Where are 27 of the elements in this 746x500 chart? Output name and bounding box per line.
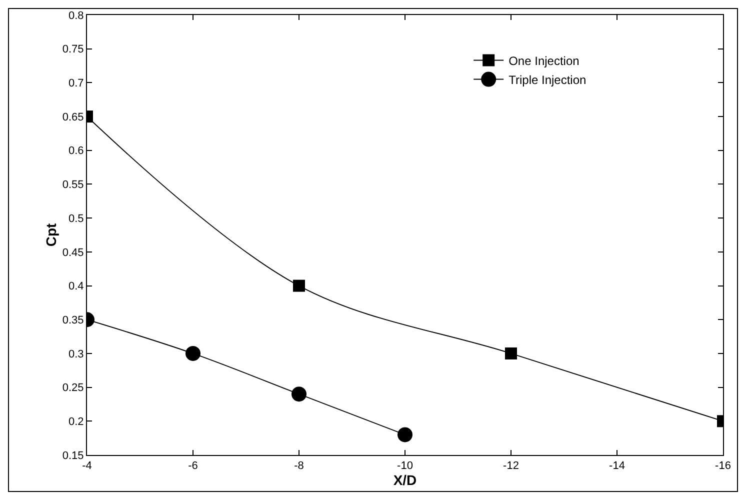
y-tick-label: 0.55 bbox=[62, 179, 84, 192]
y-tick-label: 0.15 bbox=[62, 450, 84, 462]
y-tick-label: 0.8 bbox=[68, 10, 84, 22]
x-tick-label: -8 bbox=[294, 460, 304, 472]
y-tick-label: 0.3 bbox=[68, 348, 84, 360]
y-tick-label: 0.35 bbox=[62, 314, 84, 326]
legend-label: Triple Injection bbox=[508, 72, 586, 87]
y-axis-title: Cpt bbox=[42, 223, 59, 247]
y-tick-label: 0.5 bbox=[68, 212, 84, 225]
y-tick-label: 0.25 bbox=[62, 382, 84, 394]
point bbox=[398, 427, 412, 442]
x-tick-label: -12 bbox=[503, 460, 519, 472]
x-axis-title: X/D bbox=[393, 472, 417, 488]
y-tick-label: 0.2 bbox=[68, 416, 84, 428]
y-tick-label: 0.7 bbox=[68, 78, 84, 90]
x-tick-label: -16 bbox=[715, 460, 731, 472]
point bbox=[292, 386, 306, 402]
y-tick-label: 0.6 bbox=[68, 145, 84, 158]
x-tick-label: -4 bbox=[82, 460, 92, 472]
x-tick-label: -6 bbox=[188, 460, 198, 472]
x-tick-label: -10 bbox=[397, 460, 413, 472]
y-tick-label: 0.4 bbox=[68, 280, 84, 293]
x-tick-label: -14 bbox=[609, 460, 625, 472]
y-tick-label: 0.65 bbox=[62, 111, 84, 124]
y-tick-label: 0.75 bbox=[62, 44, 84, 56]
legend-label: One Injection bbox=[508, 54, 580, 68]
y-tick-label: 0.45 bbox=[62, 246, 84, 259]
